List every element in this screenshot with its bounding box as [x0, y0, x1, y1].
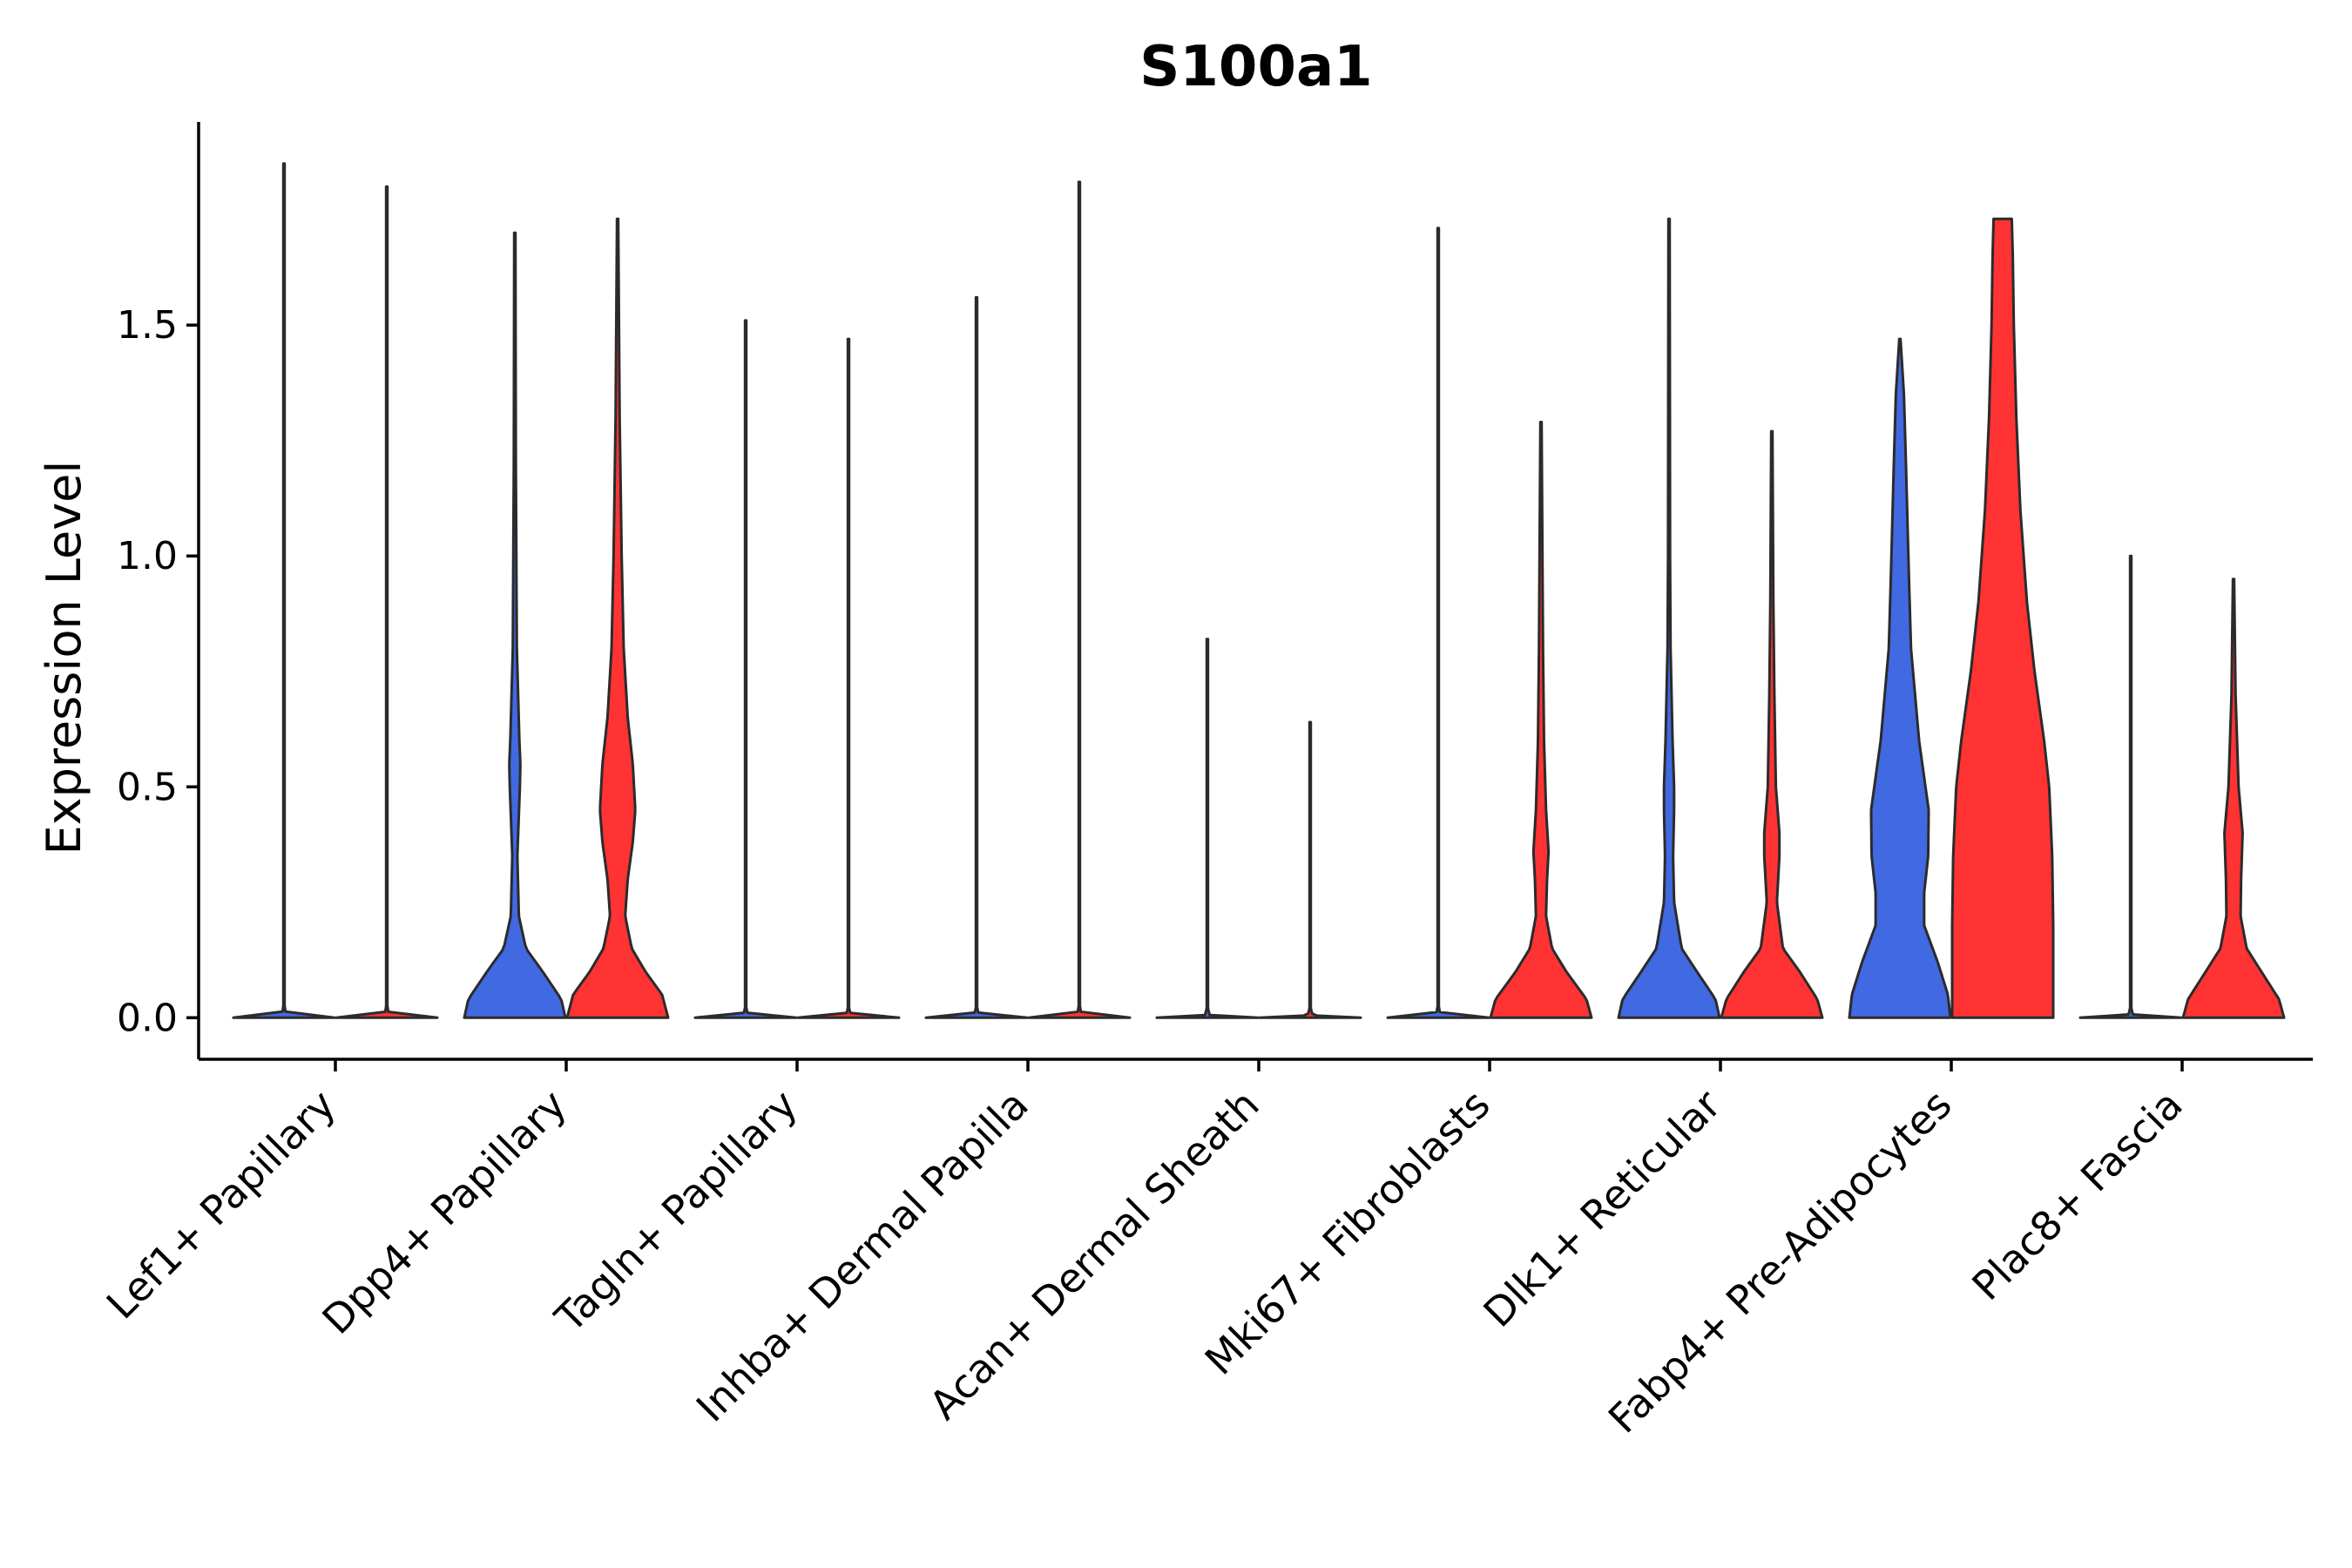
violin-group1-7 [1617, 217, 1721, 1019]
y-tick-label: 0.0 [117, 996, 178, 1040]
violin-group2-9 [2181, 578, 2286, 1019]
y-tick-label: 1.5 [117, 303, 178, 348]
x-tick-label: Tagln+ Papillary [545, 1081, 807, 1342]
violin-group2-3 [796, 337, 901, 1019]
y-axis-label: Expression Level [37, 461, 91, 855]
violin-group1-6 [1386, 226, 1490, 1019]
chart-title: S100a1 [1139, 35, 1372, 99]
violin-group1-9 [2078, 554, 2183, 1019]
x-tick-label: Lef1+ Papillary [98, 1081, 345, 1328]
violin-group2-8 [1950, 217, 2055, 1019]
x-tick-label: Plac8+ Fascia [1963, 1081, 2191, 1309]
violin-group1-1 [232, 162, 336, 1019]
violin-group2-5 [1258, 720, 1362, 1019]
violin-group1-3 [693, 319, 798, 1019]
violin-group1-8 [1848, 337, 1952, 1019]
x-tick-label: Dlk1+ Reticular [1475, 1081, 1730, 1336]
x-tick-label: Dpp4+ Papillary [313, 1081, 575, 1343]
violin-group2-1 [335, 185, 439, 1019]
violin-group2-6 [1489, 421, 1593, 1019]
violin-group2-2 [565, 217, 670, 1019]
violin-group2-4 [1027, 180, 1132, 1019]
y-tick-label: 1.0 [117, 534, 178, 578]
violin-group2-7 [1720, 429, 1824, 1019]
violin-group1-5 [1155, 638, 1260, 1019]
violin-group1-4 [924, 295, 1029, 1019]
violin-group1-2 [463, 231, 567, 1019]
y-tick-label: 0.5 [117, 765, 178, 809]
